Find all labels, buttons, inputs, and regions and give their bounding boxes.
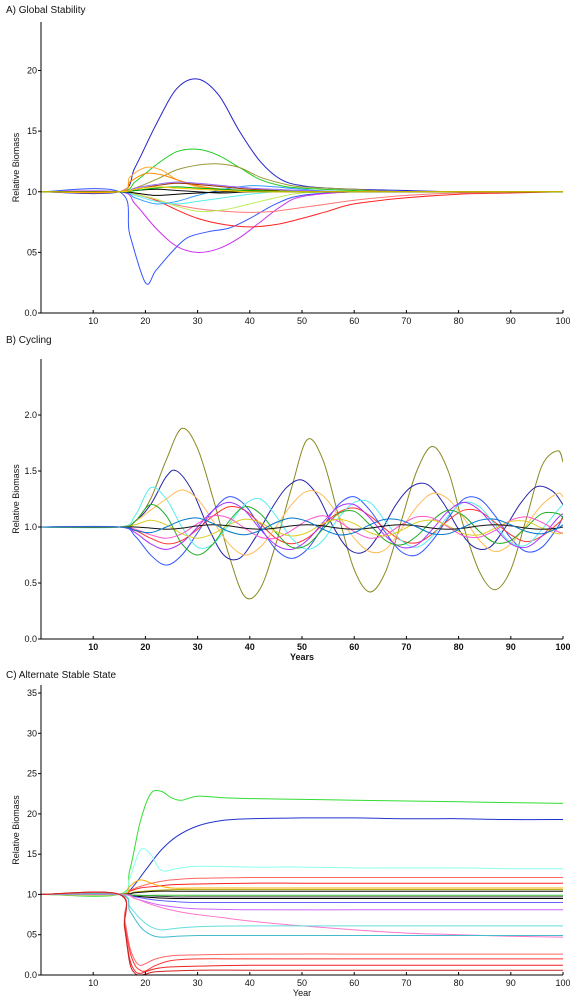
series-line-20 bbox=[41, 891, 563, 975]
series-line-7 bbox=[41, 190, 563, 213]
x-tick-label: 60 bbox=[349, 642, 359, 652]
series-line-15 bbox=[41, 893, 563, 931]
x-tick-label: 30 bbox=[193, 978, 203, 988]
series-line-8 bbox=[41, 504, 563, 556]
x-tick-label: 70 bbox=[401, 978, 411, 988]
panel-c-title: C) Alternate Stable State bbox=[6, 670, 117, 681]
series-line-1 bbox=[41, 789, 563, 897]
x-tick-label: 10 bbox=[88, 316, 98, 325]
series-line-19 bbox=[41, 892, 563, 966]
x-tick-label: 10 bbox=[88, 978, 98, 988]
series-line-5 bbox=[41, 486, 563, 550]
panel-b-title: B) Cycling bbox=[6, 335, 52, 346]
chart-global-stability: 1020304050607080901000.005101520YearRela… bbox=[11, 22, 570, 325]
y-tick-label: 05 bbox=[27, 247, 37, 257]
y-tick-label: 1.5 bbox=[24, 466, 37, 476]
x-tick-label: 70 bbox=[401, 642, 411, 652]
x-tick-label: 100 bbox=[555, 978, 570, 988]
y-tick-label: 10 bbox=[27, 187, 37, 197]
y-tick-label: 0.5 bbox=[24, 578, 37, 588]
series-line-1 bbox=[41, 78, 563, 195]
y-tick-label: 20 bbox=[27, 809, 37, 819]
panel-global-stability: A) Global Stability 10 20 30 40 50 60 70 80 90 10… bbox=[0, 0, 570, 325]
y-tick-label: 10 bbox=[27, 889, 37, 899]
series-line-4 bbox=[41, 148, 563, 194]
series-line-12 bbox=[41, 517, 563, 536]
series-line-6 bbox=[41, 879, 563, 896]
y-tick-label: 35 bbox=[27, 688, 37, 698]
series-line-14 bbox=[41, 893, 563, 938]
series-line-8 bbox=[41, 890, 563, 896]
x-tick-label: 100 bbox=[555, 642, 570, 652]
series-line-2 bbox=[41, 817, 563, 896]
x-tick-label: 50 bbox=[297, 978, 307, 988]
x-tick-label: 60 bbox=[349, 978, 359, 988]
y-tick-label: 30 bbox=[27, 728, 37, 738]
y-tick-label: 25 bbox=[27, 769, 37, 779]
x-tick-label: 10 bbox=[88, 642, 98, 652]
series-line-5 bbox=[41, 882, 563, 896]
series-line-4 bbox=[41, 876, 563, 896]
series-line-1 bbox=[41, 427, 563, 600]
panel-a-title: A) Global Stability bbox=[6, 5, 86, 16]
series-line-3 bbox=[41, 496, 563, 566]
y-tick-label: 15 bbox=[27, 126, 37, 136]
series-line-17 bbox=[41, 891, 563, 972]
y-tick-label: 20 bbox=[27, 66, 37, 76]
series-line-11 bbox=[41, 191, 563, 212]
series-line-16 bbox=[41, 892, 563, 938]
series-line-6 bbox=[41, 489, 563, 556]
plot-area bbox=[41, 78, 563, 285]
x-tick-label: 50 bbox=[297, 642, 307, 652]
series-line-12 bbox=[41, 893, 563, 904]
series-line-3 bbox=[41, 190, 563, 253]
x-tick-label: 90 bbox=[506, 316, 516, 325]
y-tick-label: 2.0 bbox=[24, 410, 37, 420]
series-line-11 bbox=[41, 893, 563, 896]
x-axis-label: Years bbox=[290, 652, 314, 660]
x-tick-label: 40 bbox=[245, 978, 255, 988]
panel-alternate-stable-state: C) Alternate Stable State 10 20 30 40 50 60 70… bbox=[0, 665, 570, 1001]
series-line-4 bbox=[41, 506, 563, 545]
y-axis-label: Relative Biomass bbox=[11, 132, 21, 202]
x-tick-label: 90 bbox=[506, 978, 516, 988]
x-tick-label: 80 bbox=[454, 316, 464, 325]
x-tick-label: 100 bbox=[555, 316, 570, 325]
chart-alternate-stable-state: 10 20 30 40 50 60 70 80 90 100 0.0 05 10 15 20 25 30 35 Ye… bbox=[11, 685, 570, 998]
series-line-10 bbox=[41, 518, 563, 539]
x-tick-label: 30 bbox=[193, 316, 203, 325]
x-tick-label: 80 bbox=[454, 978, 464, 988]
x-tick-label: 70 bbox=[401, 316, 411, 325]
series-line-2 bbox=[41, 188, 563, 285]
x-axis-label: Year bbox=[293, 988, 311, 998]
x-tick-label: 20 bbox=[140, 978, 150, 988]
y-tick-label: 15 bbox=[27, 849, 37, 859]
y-axis-label: Relative Biomass bbox=[11, 464, 21, 534]
x-tick-label: 40 bbox=[245, 316, 255, 325]
plot-area bbox=[41, 427, 563, 600]
series-line-7 bbox=[41, 889, 563, 896]
x-tick-label: 20 bbox=[140, 642, 150, 652]
x-tick-label: 80 bbox=[454, 642, 464, 652]
y-tick-label: 1.0 bbox=[24, 522, 37, 532]
panel-cycling: B) Cycling 10 20 30 40 50 60 70 80 90 100 0.0 0.5 1.… bbox=[0, 330, 570, 660]
x-tick-label: 60 bbox=[349, 316, 359, 325]
y-tick-label: 0.0 bbox=[24, 970, 37, 980]
y-tick-label: 0.0 bbox=[24, 308, 37, 318]
x-tick-label: 90 bbox=[506, 642, 516, 652]
y-tick-label: 05 bbox=[27, 930, 37, 940]
series-line-18 bbox=[41, 891, 563, 974]
y-axis-label: Relative Biomass bbox=[11, 795, 21, 865]
y-tick-label: 0.0 bbox=[24, 634, 37, 644]
plot-area bbox=[41, 789, 563, 975]
x-tick-label: 50 bbox=[297, 316, 307, 325]
chart-cycling: 10 20 30 40 50 60 70 80 90 100 0.0 0.5 1.0 1.5 2.0 Year… bbox=[11, 359, 570, 660]
x-tick-label: 20 bbox=[140, 316, 150, 325]
series-line-7 bbox=[41, 501, 563, 551]
series-line-3 bbox=[41, 848, 563, 897]
x-tick-label: 40 bbox=[245, 642, 255, 652]
series-line-18 bbox=[41, 186, 563, 193]
series-line-11 bbox=[41, 524, 563, 530]
x-tick-label: 30 bbox=[193, 642, 203, 652]
